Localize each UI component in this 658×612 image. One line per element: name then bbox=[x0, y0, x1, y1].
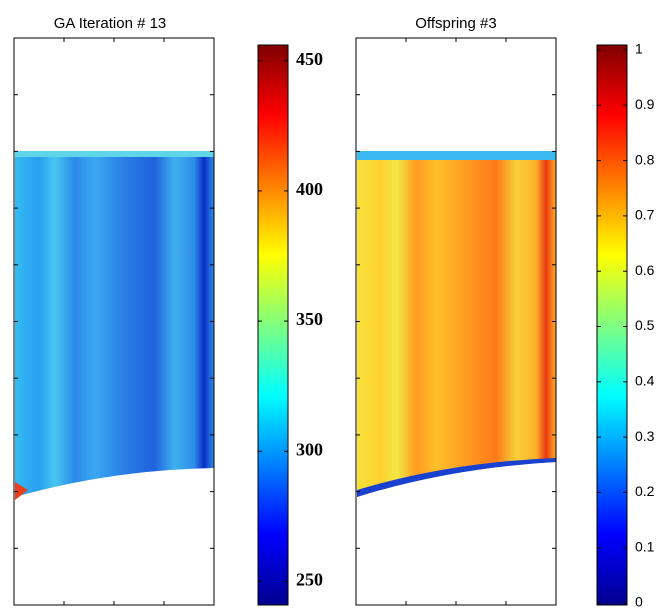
colorbar bbox=[257, 44, 289, 606]
colorbar-tick-label: 0.1 bbox=[635, 538, 655, 554]
colorbar-tick-label: 0.2 bbox=[635, 483, 655, 499]
colorbar-tick-label: 0.6 bbox=[635, 262, 655, 278]
panel: Offspring #3 0 0.1 0.2 0.3 0.4 0.5 0.6 0.7 0.8 0.… bbox=[355, 15, 655, 610]
panel: GA Iteration # 13 250 300 350 400 450 bbox=[13, 15, 323, 606]
colorbar-tick-label: 250 bbox=[296, 570, 323, 590]
colorbar-tick-label: 1 bbox=[635, 41, 643, 57]
colorbar-tick-label: 350 bbox=[296, 309, 323, 329]
colorbar-tick-label: 400 bbox=[296, 179, 323, 199]
colorbar-tick-label: 0.9 bbox=[635, 96, 655, 112]
field-spot bbox=[15, 482, 28, 500]
field bbox=[357, 151, 556, 497]
colorbar bbox=[596, 44, 628, 606]
colorbar-tick-label: 0.4 bbox=[635, 373, 655, 389]
field-edge bbox=[15, 151, 214, 157]
panel-title: Offspring #3 bbox=[415, 15, 496, 32]
field bbox=[15, 151, 214, 497]
panel-title: GA Iteration # 13 bbox=[54, 15, 167, 32]
colorbar-tick-label: 0 bbox=[635, 594, 643, 610]
colorbar-tick-label: 0.3 bbox=[635, 428, 655, 444]
colorbar-tick-label: 450 bbox=[296, 49, 323, 69]
field-edge bbox=[357, 151, 556, 160]
colorbar-tick-label: 0.5 bbox=[635, 317, 655, 333]
field-edge bbox=[357, 458, 556, 497]
colorbar-tick-label: 0.7 bbox=[635, 207, 655, 223]
colorbar-tick-label: 0.8 bbox=[635, 151, 655, 167]
colorbar-tick-label: 300 bbox=[296, 439, 323, 459]
